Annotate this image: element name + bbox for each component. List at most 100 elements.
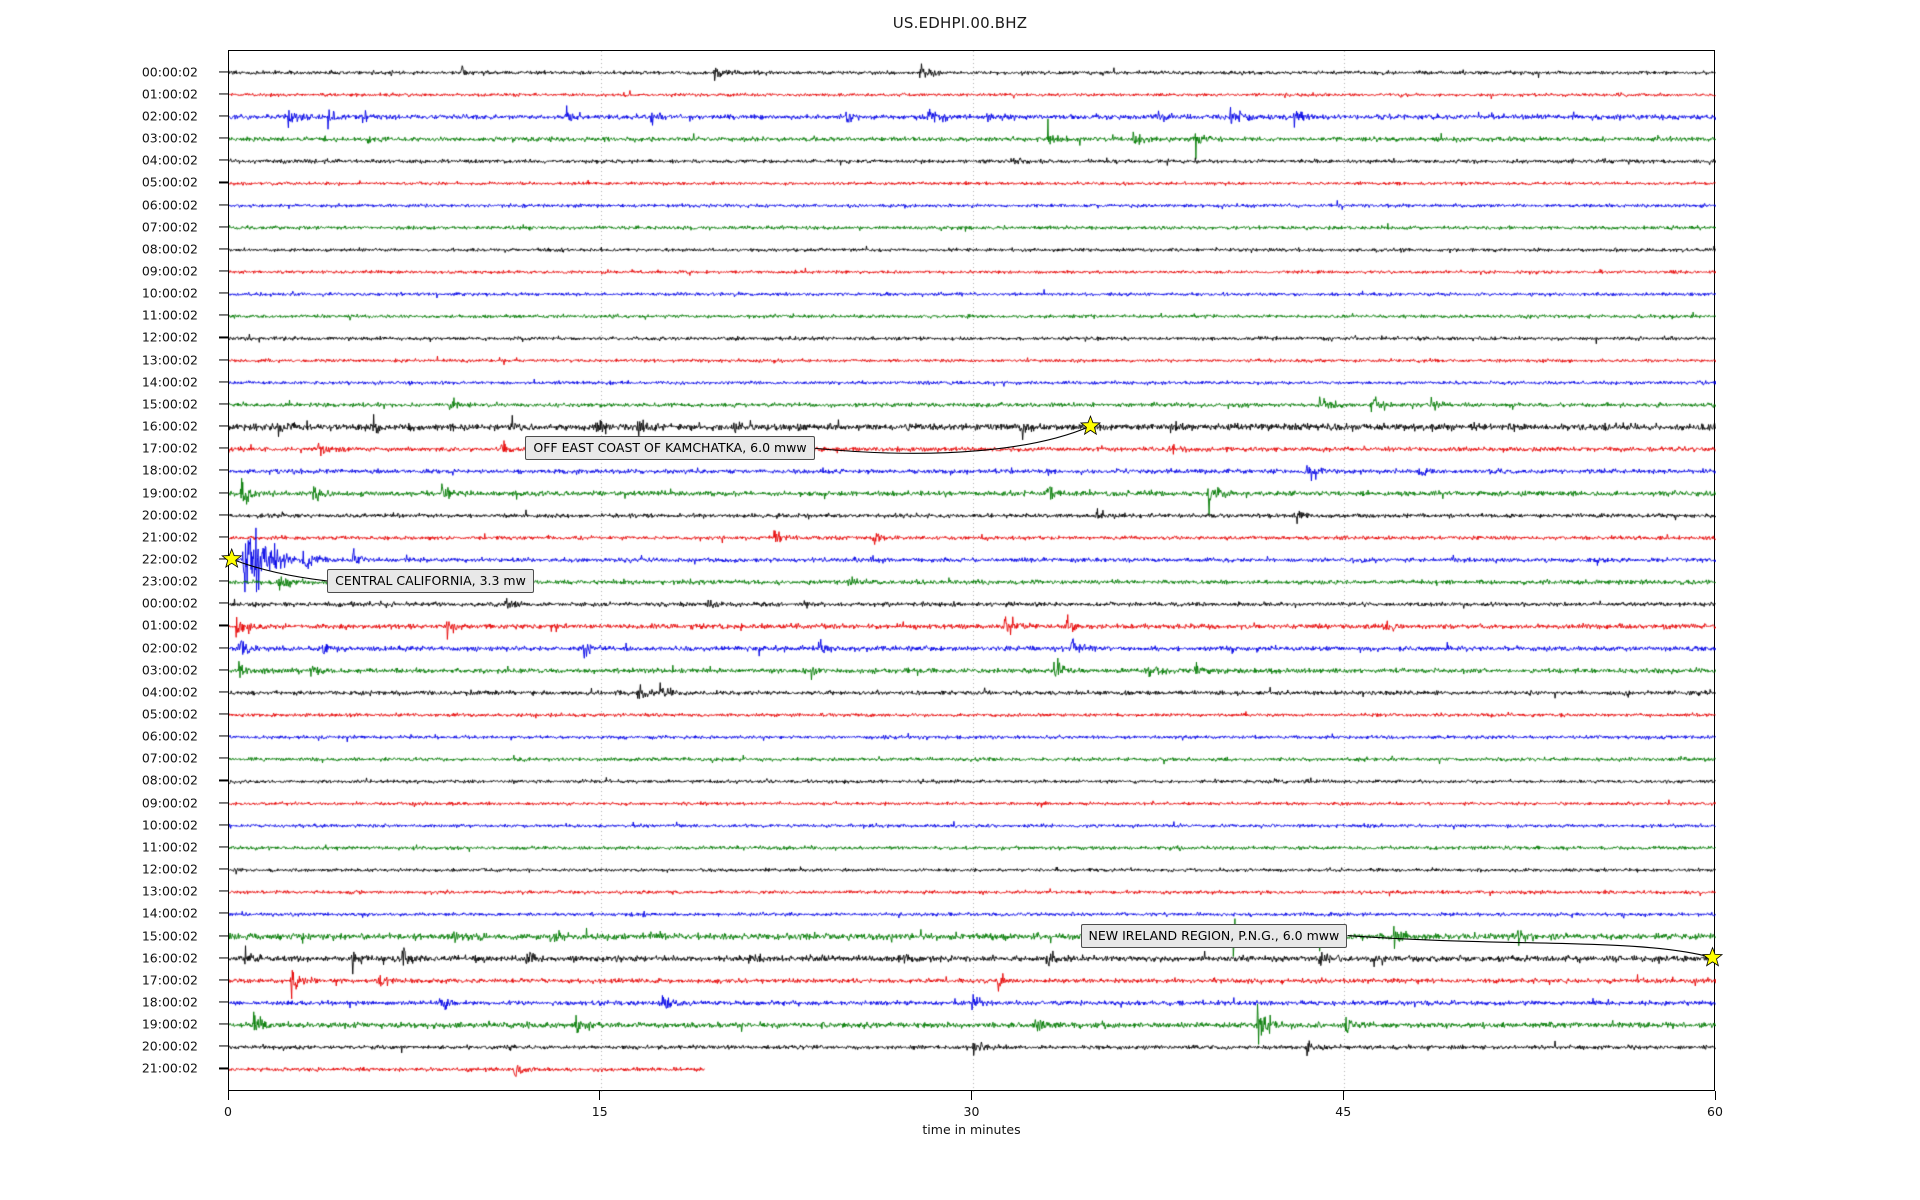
y-tick-label: 08:00:02: [141, 772, 198, 788]
y-tick-mark: [219, 491, 228, 494]
y-tick-label: 22:00:02: [141, 551, 198, 567]
y-tick-label: 01:00:02: [141, 86, 198, 102]
y-tick-mark: [219, 359, 228, 361]
y-tick-mark: [219, 336, 228, 339]
y-tick-mark: [219, 934, 228, 937]
y-tick-label: 12:00:02: [141, 329, 198, 345]
y-tick-label: 08:00:02: [141, 241, 198, 257]
y-tick-mark: [219, 115, 228, 117]
y-tick-mark: [219, 469, 228, 471]
y-tick-mark: [219, 270, 228, 272]
y-tick-label: 06:00:02: [141, 197, 198, 213]
event-annotation-kamchatka[interactable]: OFF EAST COAST OF KAMCHATKA, 6.0 mww: [525, 436, 815, 461]
event-annotation-new-ireland[interactable]: NEW IRELAND REGION, P.N.G., 6.0 mww: [1080, 923, 1348, 948]
y-tick-mark: [219, 846, 228, 848]
y-tick-label: 18:00:02: [141, 462, 198, 478]
y-tick-label: 17:00:02: [141, 440, 198, 456]
x-tick-label: 45: [1335, 1104, 1352, 1119]
x-tick-label: 60: [1707, 1104, 1723, 1119]
y-tick-label: 02:00:02: [141, 640, 198, 656]
y-tick-label: 15:00:02: [141, 396, 198, 412]
y-tick-label: 10:00:02: [141, 285, 198, 301]
y-tick-label: 16:00:02: [141, 418, 198, 434]
y-tick-label: 10:00:02: [141, 817, 198, 833]
y-tick-mark: [219, 292, 228, 294]
x-axis: 0 15 30 45 60: [224, 1091, 1723, 1151]
y-axis: 00:00:02 01:00:02 02:00:02 03:00:02 04:00:02…: [0, 50, 228, 1091]
y-tick-mark: [219, 204, 228, 206]
y-tick-mark: [219, 181, 228, 183]
y-tick-label: 07:00:02: [141, 750, 198, 766]
y-tick-mark: [219, 1001, 228, 1003]
x-tick-mark: [1342, 1091, 1344, 1100]
y-tick-mark: [219, 226, 228, 228]
y-tick-label: 05:00:02: [141, 174, 198, 190]
y-tick-label: 19:00:02: [141, 485, 198, 501]
y-tick-label: 21:00:02: [141, 529, 198, 545]
y-tick-label: 20:00:02: [141, 1038, 198, 1054]
y-tick-mark: [219, 824, 228, 826]
y-tick-label: 09:00:02: [141, 263, 198, 279]
x-tick-label: 0: [224, 1104, 232, 1119]
x-axis-title: time in minutes: [922, 1122, 1021, 1137]
y-tick-mark: [219, 757, 228, 759]
y-tick-mark: [219, 425, 228, 427]
y-tick-label: 16:00:02: [141, 950, 198, 966]
y-tick-mark: [219, 624, 228, 626]
y-tick-label: 00:00:02: [141, 595, 198, 611]
x-tick-mark: [599, 1091, 601, 1100]
y-tick-label: 21:00:02: [141, 1060, 198, 1076]
y-tick-mark: [219, 447, 228, 449]
page-title: US.EDHPI.00.BHZ: [892, 14, 1028, 32]
y-tick-mark: [219, 779, 228, 782]
y-tick-mark: [219, 558, 228, 560]
y-tick-mark: [219, 713, 228, 715]
x-tick-mark: [1714, 1091, 1716, 1100]
y-tick-mark: [219, 314, 228, 316]
y-tick-mark: [219, 1045, 228, 1047]
x-tick-label: 15: [591, 1104, 608, 1119]
y-tick-mark: [219, 912, 228, 914]
y-tick-mark: [219, 137, 228, 139]
y-tick-mark: [219, 669, 228, 671]
y-tick-label: 06:00:02: [141, 728, 198, 744]
y-tick-mark: [219, 691, 228, 693]
event-annotation-central-california[interactable]: CENTRAL CALIFORNIA, 3.3 mw: [327, 569, 534, 594]
y-tick-label: 19:00:02: [141, 1016, 198, 1032]
y-tick-mark: [219, 93, 228, 95]
y-tick-mark: [219, 514, 228, 516]
y-tick-mark: [219, 248, 228, 250]
y-tick-label: 05:00:02: [141, 706, 198, 722]
y-tick-mark: [219, 979, 228, 981]
y-tick-mark: [219, 580, 228, 582]
x-tick-label: 30: [963, 1104, 980, 1119]
y-tick-label: 04:00:02: [141, 684, 198, 700]
y-tick-mark: [219, 868, 228, 870]
y-tick-label: 02:00:02: [141, 108, 198, 124]
y-tick-mark: [219, 735, 228, 737]
y-tick-label: 09:00:02: [141, 795, 198, 811]
y-tick-mark: [219, 1067, 228, 1069]
y-tick-label: 23:00:02: [141, 573, 198, 589]
y-tick-mark: [219, 536, 228, 538]
y-tick-label: 13:00:02: [141, 883, 198, 899]
y-tick-label: 18:00:02: [141, 994, 198, 1010]
y-tick-label: 03:00:02: [141, 130, 198, 146]
x-tick-mark: [227, 1091, 229, 1100]
y-tick-label: 15:00:02: [141, 928, 198, 943]
y-tick-mark: [219, 159, 228, 161]
y-tick-mark: [219, 71, 228, 73]
y-tick-mark: [219, 602, 228, 604]
y-tick-label: 13:00:02: [141, 352, 198, 368]
y-tick-mark: [219, 890, 228, 892]
y-tick-label: 14:00:02: [141, 905, 198, 921]
y-tick-label: 04:00:02: [141, 152, 198, 168]
y-tick-label: 11:00:02: [141, 839, 198, 855]
y-tick-label: 07:00:02: [141, 219, 198, 235]
y-tick-label: 12:00:02: [141, 861, 198, 877]
plot-area: [228, 50, 1716, 1092]
y-tick-label: 20:00:02: [141, 507, 198, 523]
y-tick-label: 03:00:02: [141, 662, 198, 678]
y-tick-mark: [219, 802, 228, 804]
